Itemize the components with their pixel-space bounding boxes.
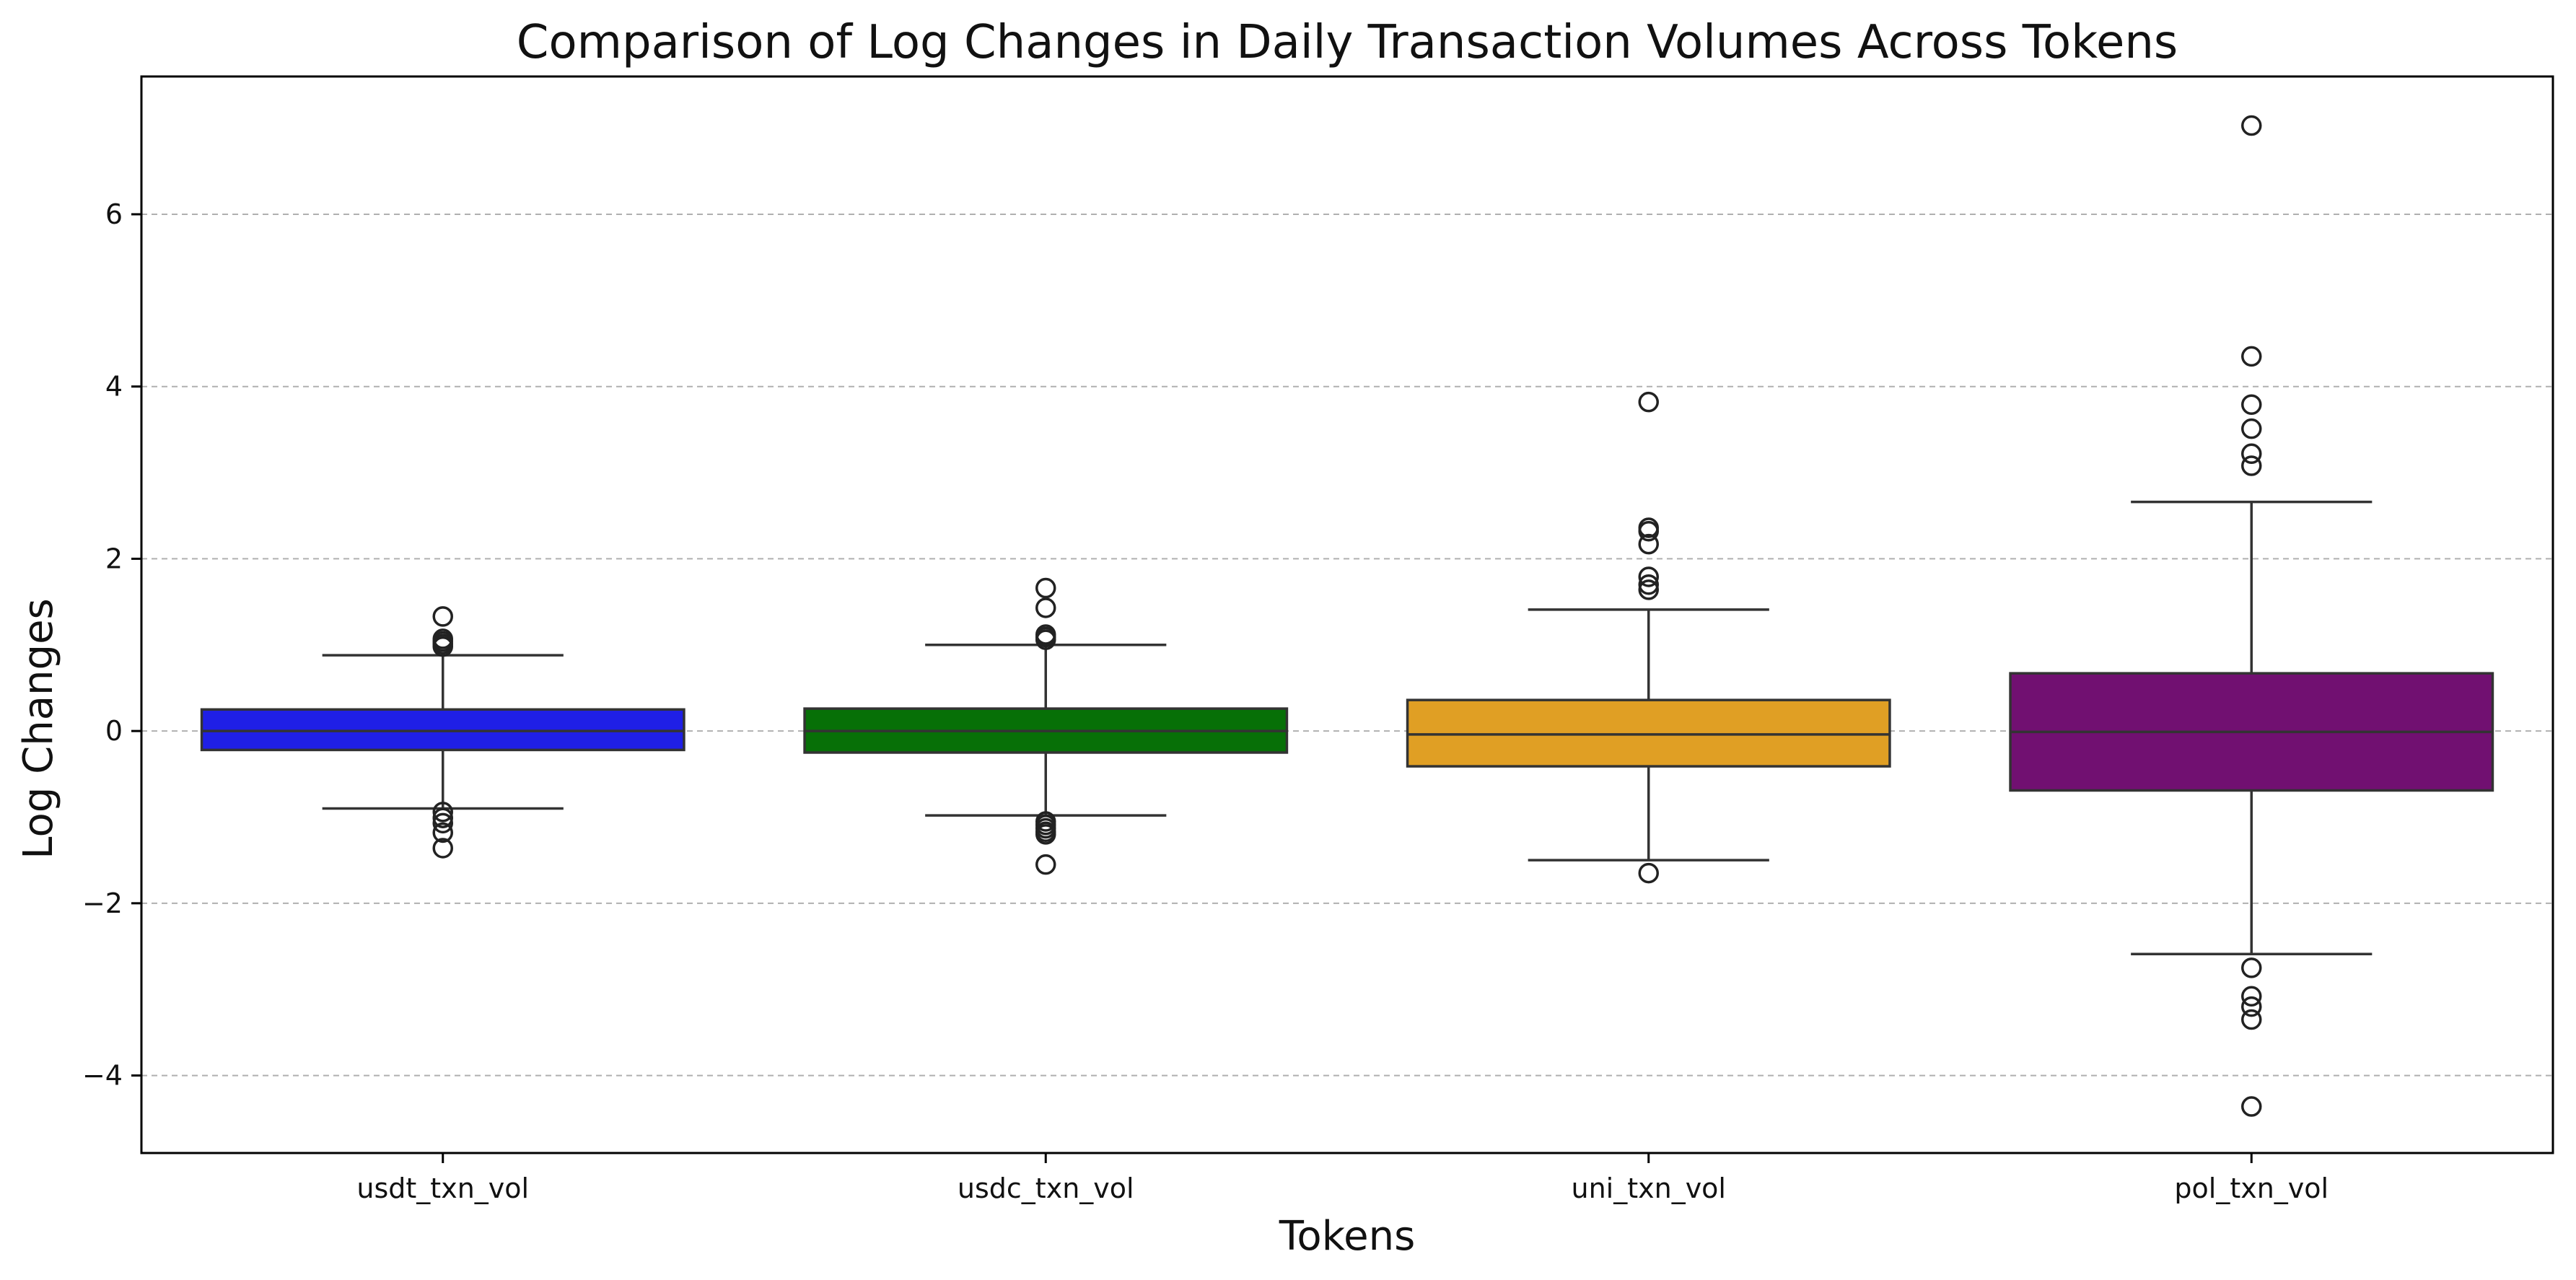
box-iqr xyxy=(1406,698,1891,768)
outlier-point xyxy=(2241,1096,2262,1117)
outlier-point xyxy=(432,838,453,859)
outlier-point xyxy=(2241,346,2262,367)
y-tick-label: −2 xyxy=(82,887,123,919)
outlier-point xyxy=(2241,443,2262,465)
outlier-point xyxy=(1035,854,1056,875)
outlier-point xyxy=(432,636,453,657)
outlier-point xyxy=(1638,566,1659,587)
outlier-point xyxy=(1035,597,1056,618)
outlier-point xyxy=(432,807,453,828)
outlier-point xyxy=(1035,577,1056,599)
outlier-point xyxy=(432,606,453,627)
plot-frame xyxy=(140,75,2554,1154)
x-axis-label: Tokens xyxy=(1279,1213,1416,1260)
outlier-point xyxy=(1035,824,1056,845)
chart-title: Comparison of Log Changes in Daily Trans… xyxy=(517,16,2178,69)
outlier-point xyxy=(2241,418,2262,439)
x-tick-label: pol_txn_vol xyxy=(2174,1172,2329,1204)
outlier-point xyxy=(2241,986,2262,1007)
outlier-point xyxy=(1638,520,1659,542)
box-usdt_txn_vol xyxy=(200,606,685,859)
outlier-point xyxy=(432,812,453,834)
outlier-point xyxy=(1035,629,1056,650)
box-pol_txn_vol xyxy=(2009,115,2494,1117)
grid-lines xyxy=(141,213,2553,1077)
y-axis-label: Log Changes xyxy=(15,598,62,859)
outlier-point xyxy=(2241,1009,2262,1030)
outlier-point xyxy=(2241,957,2262,978)
outlier-point xyxy=(2241,394,2262,416)
outlier-point xyxy=(1638,574,1659,595)
box-uni_txn_vol xyxy=(1406,391,1891,884)
y-tick-label: −4 xyxy=(82,1060,123,1092)
x-tick-label: uni_txn_vol xyxy=(1572,1172,1727,1204)
box-usdc_txn_vol xyxy=(803,577,1289,875)
outlier-point xyxy=(2241,996,2262,1017)
y-tick-label: 6 xyxy=(105,198,123,230)
y-tick-label: 4 xyxy=(105,371,123,403)
outlier-point xyxy=(1638,579,1659,600)
outlier-point xyxy=(432,822,453,843)
outlier-point xyxy=(1638,862,1659,884)
box-iqr xyxy=(200,708,685,752)
outlier-point xyxy=(2241,115,2262,136)
outlier-point xyxy=(1638,533,1659,555)
x-tick-label: usdc_txn_vol xyxy=(958,1172,1134,1204)
x-tick-label: usdt_txn_vol xyxy=(356,1172,529,1204)
outlier-point xyxy=(1638,391,1659,413)
y-tick-label: 2 xyxy=(105,543,123,574)
y-tick-label: 0 xyxy=(105,715,123,747)
axes: −4 −2 0 2 4 6 usdt_txn_vol usdc_txn_vol uni_txn_… xyxy=(82,75,2554,1204)
box-layer xyxy=(200,115,2494,1117)
outlier-point xyxy=(2241,455,2262,476)
outlier-point xyxy=(432,802,453,823)
